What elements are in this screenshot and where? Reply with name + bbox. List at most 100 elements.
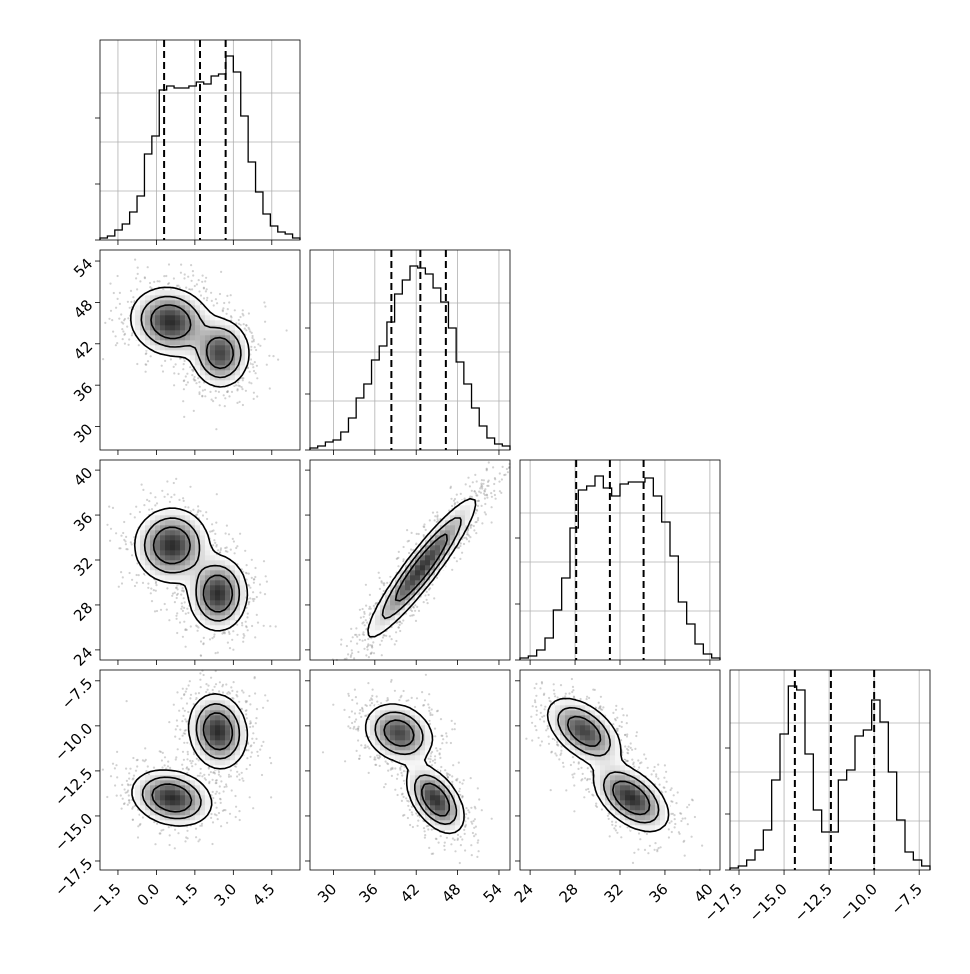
density-cell — [145, 520, 150, 525]
scatter-point — [164, 360, 166, 362]
scatter-point — [255, 717, 257, 719]
density-cell — [205, 585, 210, 590]
scatter-point — [186, 373, 188, 375]
scatter-point — [255, 349, 257, 351]
scatter-point — [139, 511, 141, 513]
scatter-point — [360, 617, 362, 619]
scatter-point — [501, 478, 503, 480]
density-cell — [165, 520, 170, 525]
density-cell — [165, 315, 170, 320]
density-cell — [370, 625, 375, 630]
scatter-point — [145, 363, 147, 365]
scatter-point — [173, 277, 175, 279]
scatter-point — [130, 290, 132, 292]
scatter-point — [118, 318, 120, 320]
scatter-point — [241, 690, 243, 692]
scatter-point — [218, 771, 220, 773]
scatter-point — [451, 505, 453, 507]
density-cell — [145, 340, 150, 345]
density-cell — [215, 590, 220, 595]
scatter-point — [252, 591, 254, 593]
scatter-point — [200, 640, 202, 642]
density-cell — [190, 335, 195, 340]
scatter-point — [253, 398, 255, 400]
scatter-point — [143, 504, 145, 506]
density-cell — [215, 595, 220, 600]
scatter-point — [219, 404, 221, 406]
scatter-point — [216, 493, 218, 495]
scatter-point — [436, 511, 438, 513]
density-cell — [210, 580, 215, 585]
scatter-point — [181, 764, 183, 766]
scatter-point — [356, 636, 358, 638]
scatter-point — [203, 637, 205, 639]
scatter-point — [117, 275, 119, 277]
scatter-point — [120, 794, 122, 796]
density-cell — [220, 345, 225, 350]
scatter-point — [112, 507, 114, 509]
scatter-point — [219, 681, 221, 683]
scatter-point — [466, 531, 468, 533]
scatter-point — [245, 621, 247, 623]
scatter-point — [486, 468, 488, 470]
density-cell — [190, 590, 195, 595]
density-cell — [190, 585, 195, 590]
scatter-point — [197, 511, 199, 513]
scatter-point — [227, 391, 229, 393]
density-cell — [435, 545, 440, 550]
scatter-point — [246, 717, 248, 719]
scatter-point — [242, 637, 244, 639]
scatter-point — [117, 298, 119, 300]
density-cell — [195, 565, 200, 570]
scatter-point — [132, 296, 134, 298]
density-cell — [165, 550, 170, 555]
scatter-point — [108, 506, 110, 508]
density-cell — [180, 565, 185, 570]
scatter-point — [154, 843, 156, 845]
density-cell — [190, 520, 195, 525]
density-cell — [170, 530, 175, 535]
scatter-point — [437, 518, 439, 520]
scatter-point — [418, 610, 420, 612]
scatter-point — [185, 613, 187, 615]
density-cell — [220, 370, 225, 375]
histogram-step-line — [100, 56, 300, 240]
scatter-point — [248, 573, 250, 575]
scatter-point — [193, 410, 195, 412]
scatter-point — [122, 576, 124, 578]
scatter-point — [263, 625, 265, 627]
scatter-point — [215, 545, 217, 547]
scatter-point — [241, 624, 243, 626]
scatter-point — [248, 327, 250, 329]
density-cell — [190, 535, 195, 540]
scatter-point — [187, 506, 189, 508]
scatter-point — [239, 401, 241, 403]
scatter-point — [128, 338, 130, 340]
scatter-point — [128, 778, 130, 780]
density-cell — [200, 545, 205, 550]
scatter-point — [155, 582, 157, 584]
scatter-point — [179, 621, 181, 623]
scatter-point — [182, 400, 184, 402]
density-cell — [200, 345, 205, 350]
scatter-point — [255, 372, 257, 374]
scatter-point — [264, 321, 266, 323]
scatter-point — [200, 768, 202, 770]
density-cell — [165, 330, 170, 335]
density-cell — [170, 340, 175, 345]
scatter-point — [485, 513, 487, 515]
density-cell — [220, 380, 225, 385]
scatter-point — [123, 803, 125, 805]
scatter-point — [250, 744, 252, 746]
scatter-point — [416, 533, 418, 535]
density-cell — [190, 315, 195, 320]
scatter-point — [347, 653, 349, 655]
density-cell — [465, 515, 470, 520]
scatter-point — [126, 700, 128, 702]
density-cell — [220, 600, 225, 605]
density-cell — [220, 595, 225, 600]
scatter-point — [193, 379, 195, 381]
scatter-point — [362, 633, 364, 635]
density-cell — [195, 610, 200, 615]
density-cell — [140, 530, 145, 535]
